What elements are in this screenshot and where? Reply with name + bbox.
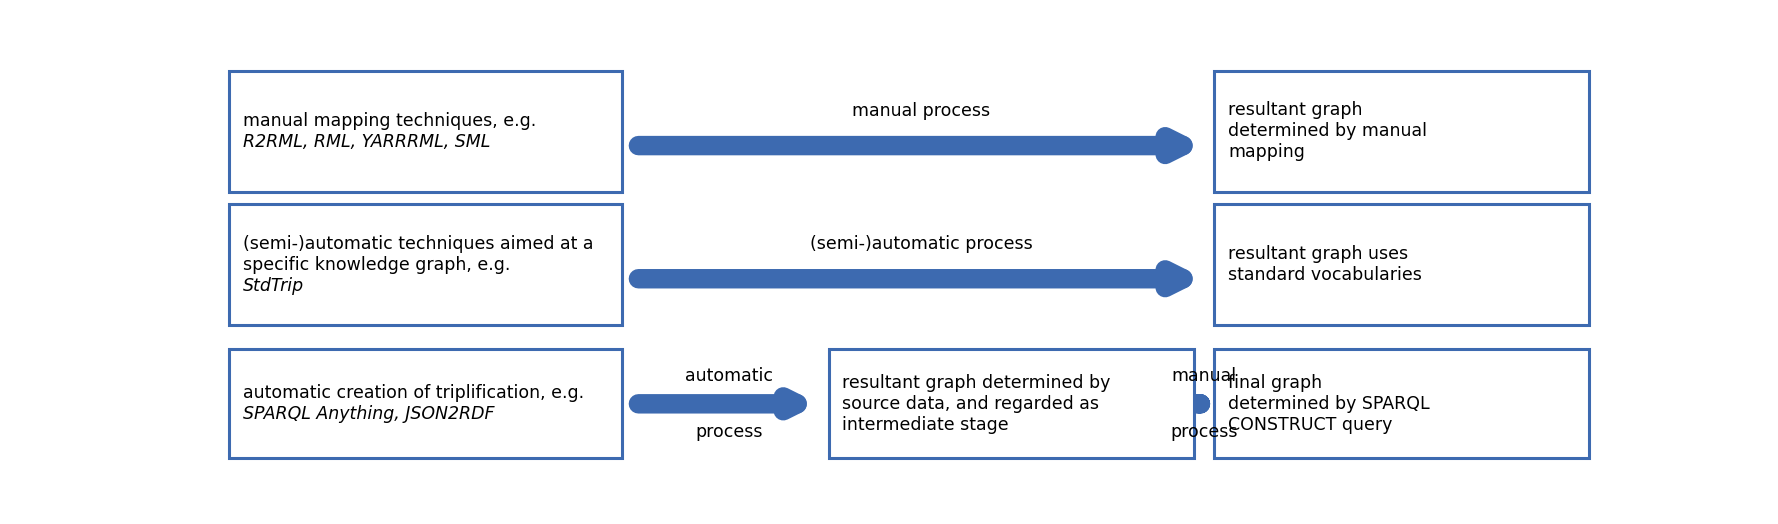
Text: source data, and regarded as: source data, and regarded as xyxy=(843,395,1099,413)
Text: manual: manual xyxy=(1172,367,1237,385)
FancyBboxPatch shape xyxy=(1214,350,1590,458)
Text: final graph: final graph xyxy=(1229,374,1323,392)
Text: (semi-)automatic process: (semi-)automatic process xyxy=(811,235,1033,254)
Text: intermediate stage: intermediate stage xyxy=(843,416,1008,434)
FancyBboxPatch shape xyxy=(1214,71,1590,192)
Text: resultant graph uses: resultant graph uses xyxy=(1229,245,1408,263)
FancyBboxPatch shape xyxy=(229,204,622,325)
Text: (semi-)automatic techniques aimed at a: (semi-)automatic techniques aimed at a xyxy=(244,235,594,253)
Text: StdTrip: StdTrip xyxy=(244,277,304,294)
FancyBboxPatch shape xyxy=(1214,204,1590,325)
Text: mapping: mapping xyxy=(1229,144,1305,161)
Text: CONSTRUCT query: CONSTRUCT query xyxy=(1229,416,1392,434)
Text: process: process xyxy=(695,423,763,441)
Text: SPARQL Anything, JSON2RDF: SPARQL Anything, JSON2RDF xyxy=(244,405,494,423)
Text: standard vocabularies: standard vocabularies xyxy=(1229,266,1422,284)
Text: determined by SPARQL: determined by SPARQL xyxy=(1229,395,1430,413)
Text: R2RML, RML, YARRRML, SML: R2RML, RML, YARRRML, SML xyxy=(244,133,491,151)
Text: determined by manual: determined by manual xyxy=(1229,123,1428,140)
Text: automatic creation of triplification, e.g.: automatic creation of triplification, e.… xyxy=(244,384,583,402)
FancyBboxPatch shape xyxy=(229,350,622,458)
FancyBboxPatch shape xyxy=(829,350,1193,458)
FancyBboxPatch shape xyxy=(229,71,622,192)
Text: manual mapping techniques, e.g.: manual mapping techniques, e.g. xyxy=(244,112,537,130)
Text: resultant graph: resultant graph xyxy=(1229,102,1362,119)
Text: automatic: automatic xyxy=(685,367,773,385)
Text: process: process xyxy=(1170,423,1237,441)
Text: specific knowledge graph, e.g.: specific knowledge graph, e.g. xyxy=(244,256,510,274)
Text: resultant graph determined by: resultant graph determined by xyxy=(843,374,1111,392)
Text: manual process: manual process xyxy=(852,102,990,121)
